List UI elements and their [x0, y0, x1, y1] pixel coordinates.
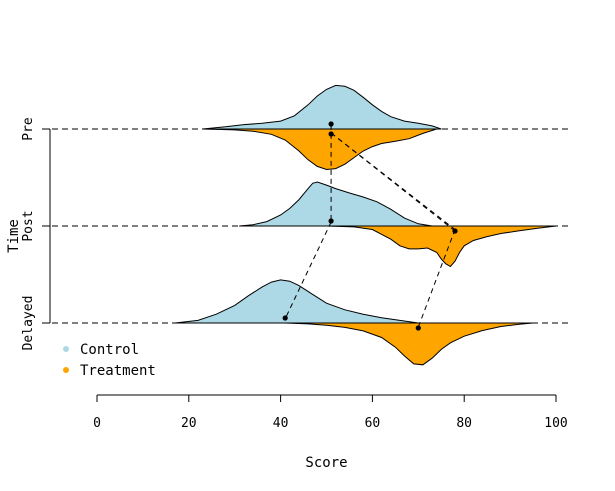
- mean-point-control-delayed: [282, 315, 288, 321]
- y-tick-label-delayed: Delayed: [21, 296, 36, 351]
- mean-point-treatment-delayed: [415, 325, 421, 331]
- legend-marker-control: [63, 346, 69, 352]
- legend-marker-treatment: [63, 367, 69, 373]
- mean-point-control-pre: [328, 121, 334, 127]
- mean-point-control-post: [328, 218, 334, 224]
- x-axis-title: Score: [305, 455, 347, 471]
- y-axis-title: Time: [6, 219, 22, 253]
- y-tick-label-post: Post: [21, 210, 36, 241]
- legend-label-treatment: Treatment: [80, 363, 156, 379]
- violin-treatment-delayed: [285, 322, 534, 366]
- legend-label-control: Control: [80, 342, 139, 358]
- mean-point-treatment-post: [452, 228, 458, 234]
- violin-treatment-post: [326, 225, 557, 268]
- x-tick-label-100: 100: [544, 416, 567, 431]
- x-tick-label-80: 80: [456, 416, 472, 431]
- x-tick-label-60: 60: [365, 416, 381, 431]
- y-tick-label-pre: Pre: [21, 117, 36, 141]
- violin-control-delayed: [174, 279, 419, 324]
- violin-control-post: [239, 181, 433, 227]
- mean-point-treatment-pre: [328, 131, 334, 137]
- x-tick-label-40: 40: [273, 416, 289, 431]
- mean-connector-treatment-1: [330, 132, 456, 230]
- violin-control-pre: [202, 84, 442, 130]
- x-tick-label-0: 0: [93, 416, 101, 431]
- violin-treatment-pre: [202, 128, 437, 171]
- x-tick-label-20: 20: [181, 416, 197, 431]
